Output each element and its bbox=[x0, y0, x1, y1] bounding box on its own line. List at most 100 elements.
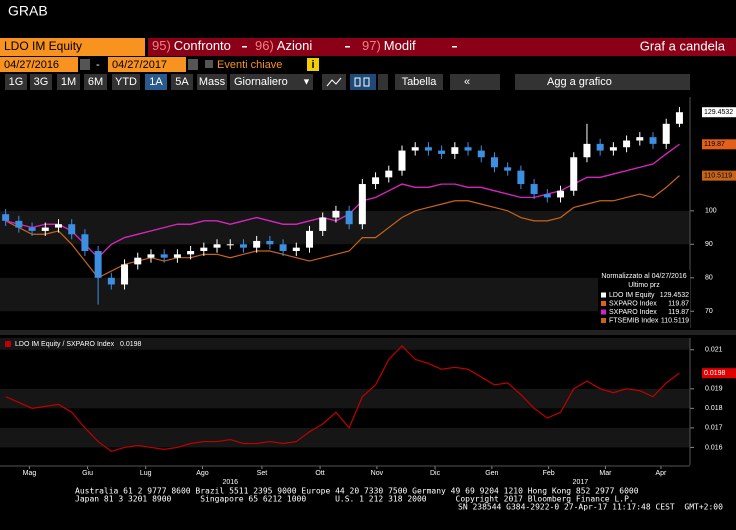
candle-body bbox=[173, 254, 181, 258]
range-button[interactable] bbox=[5, 74, 27, 90]
range-button[interactable] bbox=[84, 74, 107, 90]
x-tick-label: Feb bbox=[543, 470, 555, 477]
x-tick-label: Dic bbox=[430, 470, 441, 477]
value-badge bbox=[702, 170, 736, 181]
legend-box bbox=[598, 270, 690, 328]
menu-button[interactable] bbox=[252, 38, 356, 56]
y-tick-label: 0.019 bbox=[705, 386, 723, 393]
candle-body bbox=[662, 123, 670, 144]
range-button[interactable] bbox=[145, 74, 167, 90]
add: Agg a grafico bbox=[547, 76, 612, 88]
range-button[interactable] bbox=[112, 74, 140, 90]
table-button[interactable] bbox=[395, 74, 443, 90]
value-badge bbox=[702, 368, 736, 379]
footer-line: SN 238544 G384-2922-0 27-Apr-17 11:17:48… bbox=[458, 503, 723, 512]
legend-value: 0.0198 bbox=[120, 341, 142, 348]
value-badge-label: 0.0198 bbox=[704, 370, 726, 377]
candle-body bbox=[200, 247, 208, 251]
candle-body bbox=[649, 137, 657, 144]
x-tick-label: Mar bbox=[599, 470, 612, 477]
end-date-box[interactable] bbox=[108, 57, 186, 72]
range-label: 6M bbox=[88, 76, 103, 88]
candle-icon-button[interactable] bbox=[350, 74, 376, 90]
candle-body bbox=[424, 147, 432, 151]
candle-body bbox=[121, 264, 129, 285]
candle-body bbox=[306, 230, 314, 248]
candle-body bbox=[398, 150, 406, 171]
info-icon[interactable] bbox=[307, 58, 319, 71]
chart-type[interactable]: Graf a candela bbox=[640, 38, 726, 53]
table: Tabella bbox=[402, 76, 438, 88]
y-tick-label: 0.017 bbox=[705, 425, 723, 432]
candle-body bbox=[583, 143, 591, 158]
x-tick-label: Ago bbox=[196, 470, 209, 477]
grid-band bbox=[0, 388, 690, 409]
candle-dropdown[interactable] bbox=[378, 74, 388, 90]
candle-body bbox=[385, 170, 393, 178]
range-button[interactable] bbox=[171, 74, 193, 90]
candle-body bbox=[636, 137, 644, 141]
menu-button[interactable] bbox=[359, 38, 463, 56]
end-date: 04/27/2017 bbox=[112, 59, 167, 71]
start-date-box[interactable] bbox=[0, 57, 78, 72]
legend-swatch bbox=[601, 301, 606, 306]
info-glyph: i bbox=[311, 59, 314, 71]
candle-body bbox=[557, 190, 565, 198]
menu-label: Azioni bbox=[277, 38, 313, 53]
candle-body bbox=[438, 150, 446, 154]
value-badge bbox=[702, 107, 736, 118]
events: Eventi chiave bbox=[217, 59, 282, 71]
footer-line: Japan 81 3 3201 8900 Singapore 65 6212 1… bbox=[75, 495, 634, 504]
legend-value: 119.87 bbox=[668, 309, 689, 316]
line-icon bbox=[326, 77, 342, 87]
footer-line: Australia 61 2 9777 8600 Brazil 5511 239… bbox=[75, 487, 639, 496]
legend-title: Normalizzato al 04/27/2016 bbox=[601, 273, 686, 280]
candle-body bbox=[239, 244, 247, 248]
candle-body bbox=[372, 177, 380, 185]
value-badge-label: 129.4532 bbox=[704, 109, 733, 116]
calendar-icon[interactable] bbox=[80, 59, 90, 70]
candle-body bbox=[345, 210, 353, 225]
year-label: 2017 bbox=[573, 479, 589, 486]
candle-icon bbox=[363, 77, 370, 87]
legend-subtitle: Ultimo prz bbox=[628, 282, 660, 289]
menu-button[interactable] bbox=[149, 38, 253, 56]
candle-body bbox=[675, 112, 683, 124]
period-button[interactable] bbox=[230, 74, 313, 90]
legend-swatch bbox=[601, 309, 606, 315]
candle-body bbox=[41, 227, 49, 231]
menu-item: 97) Modif bbox=[362, 38, 416, 53]
range-button[interactable] bbox=[30, 74, 52, 90]
x-tick-label: Lug bbox=[140, 470, 152, 477]
calendar-icon[interactable] bbox=[188, 59, 198, 70]
candle-body bbox=[319, 217, 327, 231]
candle-body bbox=[253, 240, 261, 248]
candle-body bbox=[464, 147, 472, 151]
candle-body bbox=[147, 254, 155, 258]
dropdown-mark bbox=[452, 46, 457, 48]
range-button[interactable] bbox=[197, 74, 227, 90]
candle-body bbox=[187, 251, 195, 255]
y-tick-label: 0.016 bbox=[705, 444, 723, 451]
security-box[interactable] bbox=[0, 38, 145, 56]
checkbox[interactable] bbox=[205, 60, 213, 68]
candle-body bbox=[504, 167, 512, 171]
candle-body bbox=[543, 194, 551, 198]
grid-band bbox=[0, 277, 690, 312]
x-tick-label: Gen bbox=[485, 470, 498, 477]
range-button[interactable] bbox=[57, 74, 80, 90]
range-label: 1M bbox=[61, 76, 76, 88]
add-button[interactable] bbox=[515, 74, 690, 90]
range-label: YTD bbox=[115, 76, 137, 88]
candle-body bbox=[570, 157, 578, 191]
x-tick-label: Mag bbox=[23, 470, 37, 477]
range-label: 1G bbox=[9, 76, 24, 88]
legend-swatch bbox=[601, 318, 606, 323]
menu-item: 95) Confronto bbox=[152, 38, 231, 53]
range-label: 1A bbox=[149, 76, 163, 88]
candle-body bbox=[411, 147, 419, 151]
back-button[interactable] bbox=[450, 74, 500, 90]
window-title: GRAB bbox=[8, 3, 48, 19]
candle-body bbox=[490, 157, 498, 168]
